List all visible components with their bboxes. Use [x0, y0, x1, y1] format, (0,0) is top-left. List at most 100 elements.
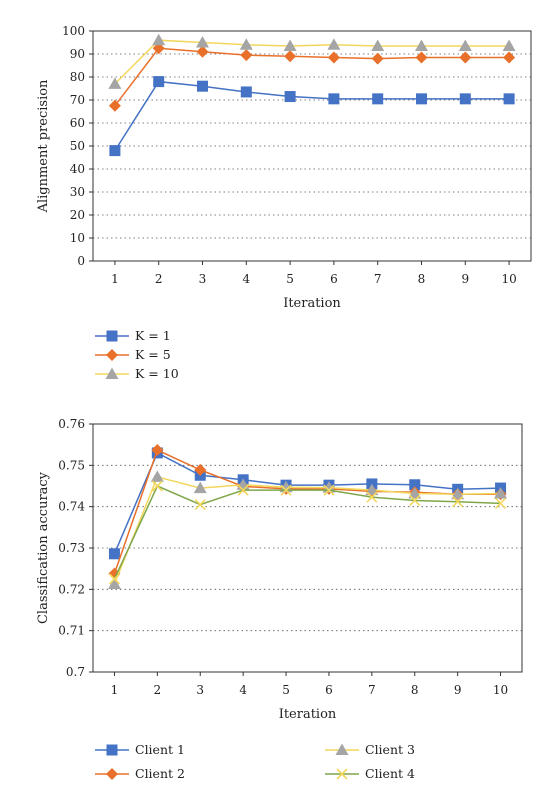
series-line — [113, 449, 501, 574]
data-point — [283, 39, 297, 51]
data-point — [415, 39, 428, 51]
legend-label: K = 5 — [135, 347, 171, 362]
legend-marker — [106, 330, 118, 342]
data-point — [416, 93, 427, 105]
data-point — [451, 487, 465, 500]
data-point — [502, 39, 516, 51]
series-line — [114, 47, 510, 107]
legend-entry: Client 1 — [95, 742, 185, 757]
x-axis-title: Iteration — [283, 296, 341, 311]
legend-marker — [106, 349, 118, 361]
data-point — [409, 479, 421, 491]
data-point — [151, 444, 164, 457]
x-tick-label: 8 — [418, 272, 426, 286]
data-point — [452, 496, 464, 508]
x-tick-label: 4 — [242, 272, 250, 286]
y-tick-label: 60 — [70, 116, 85, 130]
data-point — [280, 484, 292, 496]
plot-frame — [92, 30, 532, 262]
x-tick-label: 5 — [286, 272, 294, 286]
data-point — [240, 49, 253, 62]
x-tick-label: 6 — [330, 272, 338, 286]
legend-entry: Client 2 — [95, 766, 185, 781]
data-point — [371, 39, 385, 51]
legend-marker — [336, 768, 348, 780]
data-point — [240, 86, 252, 98]
data-point — [108, 573, 121, 585]
data-point — [150, 470, 164, 482]
data-point — [153, 76, 165, 88]
data-point — [194, 499, 206, 511]
data-point — [372, 93, 384, 105]
data-point — [151, 480, 163, 492]
y-tick-label: 90 — [70, 47, 85, 61]
data-point — [284, 91, 296, 103]
legend-label: K = 1 — [135, 328, 171, 343]
data-point — [152, 33, 166, 46]
data-point — [108, 77, 122, 89]
x-tick-label: 5 — [282, 683, 290, 697]
data-point — [371, 52, 384, 65]
x-tick-label: 7 — [374, 272, 382, 286]
data-point — [109, 145, 121, 157]
series-line — [113, 451, 501, 555]
y-tick-label: 0.73 — [58, 541, 85, 555]
legend-label: Client 3 — [365, 742, 415, 757]
data-point — [239, 38, 253, 50]
y-tick-label: 10 — [70, 231, 85, 245]
legend-entry: K = 1 — [95, 328, 171, 343]
data-point — [194, 463, 207, 476]
data-point — [196, 36, 209, 48]
x-tick-label: 9 — [454, 683, 462, 697]
x-tick-label: 3 — [199, 272, 207, 286]
x-tick-label: 8 — [411, 683, 419, 697]
x-tick-label: 1 — [111, 683, 119, 697]
y-axis-title: Alignment precision — [36, 79, 51, 213]
x-tick-label: 2 — [154, 683, 162, 697]
legend-label: K = 10 — [135, 366, 179, 381]
data-point — [107, 577, 121, 589]
y-tick-label: 70 — [70, 93, 85, 107]
x-tick-label: 1 — [111, 272, 119, 286]
legend-label: Client 4 — [365, 766, 415, 781]
legend-entry: Client 3 — [325, 742, 415, 757]
chart-1: 0 10 20 30 40 50 60 70 80 90 100 1 2 3 4 5 6 7 8 9 10 Iterati… — [36, 24, 532, 381]
data-point — [193, 481, 207, 494]
data-point — [196, 45, 209, 58]
x-tick-label: 9 — [461, 272, 469, 286]
legend-entry: Client 4 — [325, 766, 415, 781]
y-tick-label: 0 — [77, 254, 85, 268]
y-tick-label: 0.7 — [66, 665, 85, 679]
legend-marker — [106, 744, 118, 756]
series-k-10 — [108, 33, 516, 89]
x-tick-label: 7 — [368, 683, 376, 697]
x-tick-label: 10 — [501, 272, 516, 286]
y-tick-label: 0.75 — [58, 458, 85, 472]
data-point — [415, 51, 428, 64]
data-point — [108, 548, 120, 560]
y-tick-label: 0.76 — [58, 417, 85, 431]
x-tick-label: 4 — [239, 683, 247, 697]
data-point — [408, 486, 422, 499]
data-point — [197, 80, 208, 92]
y-tick-label: 0.71 — [58, 624, 85, 638]
data-point — [365, 483, 379, 496]
x-tick-label: 6 — [325, 683, 333, 697]
data-point — [237, 484, 249, 496]
data-point — [328, 93, 340, 105]
series-client-4 — [108, 480, 507, 585]
y-tick-label: 40 — [70, 162, 85, 176]
x-tick-label: 10 — [493, 683, 508, 697]
y-tick-label: 0.72 — [58, 582, 85, 596]
series-line — [114, 39, 510, 85]
series-client-1 — [108, 447, 507, 560]
legend-entry: K = 5 — [95, 347, 171, 362]
legend-entry: K = 10 — [95, 366, 179, 381]
x-axis-title: Iteration — [279, 707, 337, 722]
data-point — [458, 39, 472, 51]
legend-marker — [106, 768, 118, 780]
data-point — [494, 486, 508, 499]
series-k-5 — [108, 42, 516, 112]
x-tick-label: 2 — [155, 272, 163, 286]
chart-2: 0.7 0.71 0.72 0.73 0.74 0.75 0.76 1 2 3 4 5 6 7 8 9 10 It… — [36, 417, 523, 781]
